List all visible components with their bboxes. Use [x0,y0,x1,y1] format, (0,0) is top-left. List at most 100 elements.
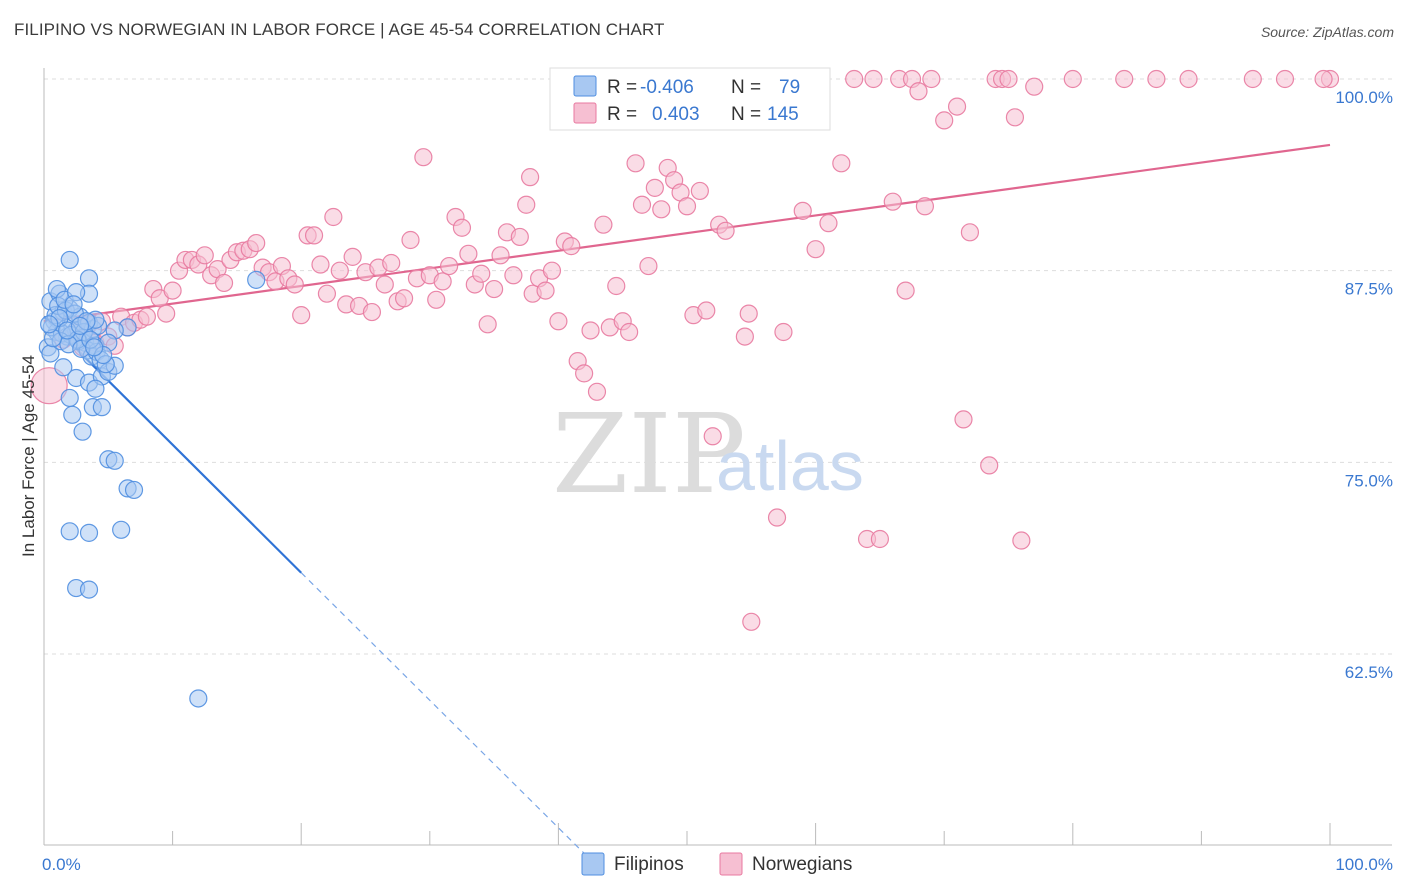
norwegians-point [742,612,761,631]
chart-source: Source: ZipAtlas.com [1260,24,1394,40]
norwegians-point [304,226,324,245]
norwegians-point [1005,108,1025,127]
stat-legend: R = -0.406 N = 79 R = 0.403 N = 145 [549,67,831,131]
norwegians-point [1243,69,1262,89]
y-tick-labels: 100.0% 87.5% 75.0% 62.5% [1335,88,1393,682]
norwegians-point [285,275,304,294]
norwegians-point [562,237,581,256]
norwegians-point [774,322,793,342]
norwegians-point [401,230,420,250]
x-tick-label: 0.0% [42,855,81,874]
norwegians-point [1115,69,1134,89]
y-axis-title: In Labor Force | Age 45-54 [19,355,38,557]
norwegians-legend-label: Norwegians [752,854,852,875]
norwegians-point [292,306,311,325]
norwegians-point [632,195,652,214]
norwegians-point [980,456,999,475]
norwegians-point [739,304,758,323]
norwegians-point [581,321,600,340]
norwegians-point [394,289,414,308]
norwegians-point [793,201,812,220]
norwegians-point [1314,69,1333,89]
norwegians-point [587,382,607,401]
watermark-atlas: atlas [716,427,864,505]
x-tick-labels: 0.0% 100.0% [42,855,1393,874]
norwegians-point [1179,69,1198,89]
stat-legend-box [549,67,831,131]
norwegians-point [922,69,941,89]
norwegians-point [330,261,349,280]
norwegians-point [806,240,825,259]
norwegians-point [697,301,716,320]
norwegians-point [626,154,645,173]
filipinos-point [112,520,131,539]
filipinos-point [60,250,79,270]
filipinos-point [40,315,59,334]
filipino-r-value: -0.406 [640,77,694,98]
norwegian-points [30,69,1340,631]
norwegians-point [864,69,883,89]
norwegians-point [652,200,671,219]
norwegians-point [1012,531,1031,550]
filipino-trend-extension [300,572,585,854]
norwegians-point [607,276,626,296]
norwegian-n-value: 145 [767,104,799,125]
norwegian-n-label: N = [731,104,761,125]
norwegians-point [909,82,928,101]
norwegians-point [947,97,967,116]
norwegians-point [1063,69,1082,89]
norwegians-point [521,168,540,187]
norwegians-point [883,192,902,211]
norwegians-point [896,281,915,300]
norwegians-point [845,69,864,89]
norwegians-point [472,264,491,283]
filipinos-point [63,405,82,424]
filipinos-point [79,523,99,542]
filipinos-point [64,295,83,314]
norwegians-point [163,281,182,300]
norwegians-point [439,256,459,276]
norwegians-point [870,529,890,549]
filipinos-point [79,580,99,599]
filipinos-point [189,689,208,708]
filipinos-point [86,379,105,398]
norwegians-point [195,246,214,265]
norwegians-point [1275,69,1295,89]
norwegians-point [30,367,68,405]
norwegians-point [767,508,787,527]
norwegians-point [343,247,362,266]
y-tick-label: 100.0% [1335,88,1393,107]
y-tick-label: 62.5% [1345,663,1393,682]
norwegians-point [645,178,664,197]
norwegians-point [478,315,497,334]
norwegians-point [324,207,343,227]
filipinos-point [70,316,90,335]
filipinos-point [247,270,266,289]
norwegians-point [639,256,658,276]
filipino-swatch [573,75,597,97]
filipinos-point [60,388,79,408]
norwegians-point [362,302,382,322]
norwegian-swatch [573,102,597,124]
norwegians-point [375,275,394,294]
filipino-n-label: N = [731,77,761,98]
filipinos-point [54,358,73,377]
y-tick-label: 87.5% [1345,280,1393,299]
norwegians-point [157,304,176,323]
norwegians-point [1147,69,1166,89]
watermark-zip: ZIP [552,390,746,518]
watermark: ZIP atlas [552,390,864,518]
norwegians-point [459,244,478,263]
y-tick-label: 75.0% [1345,471,1393,490]
filipinos-legend-label: Filipinos [614,854,684,875]
filipino-points [38,250,266,708]
norwegians-point [427,290,446,309]
norwegian-r-value: 0.403 [652,104,700,125]
norwegians-point [317,284,337,303]
norwegians-point [247,233,266,253]
norwegians-point [716,221,735,240]
filipinos-point [85,338,104,357]
norwegians-point [549,312,568,331]
filipinos-point [73,422,92,441]
norwegians-point [214,273,234,293]
